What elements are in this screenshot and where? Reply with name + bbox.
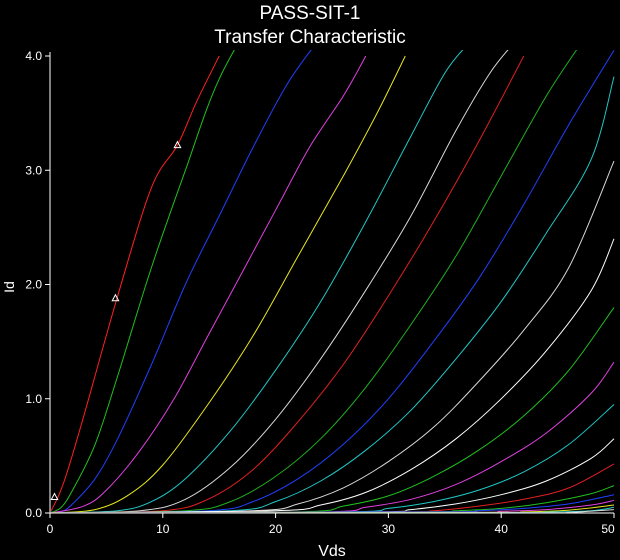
curves [51,50,615,513]
series-line-13 [51,238,615,513]
series-line-14 [51,307,615,513]
y-tick-label: 0.0 [25,506,42,520]
x-tick-label: 20 [269,522,283,536]
series-line-11 [51,76,615,513]
series-line-3 [51,50,312,513]
triangle-marker [111,293,120,302]
x-tick-label: 0 [47,522,54,536]
x-tick-label: 10 [156,522,170,536]
series-line-7 [51,50,509,513]
series-line-17 [51,438,615,513]
series-line-10 [51,50,615,513]
series-line-8 [51,55,525,513]
series-line-9 [51,50,578,513]
series-line-19 [51,485,615,513]
series-line-4 [51,55,367,513]
y-axis-label: Id [1,281,17,293]
series-line-6 [51,50,464,513]
triangle-marker [50,492,59,501]
x-tick-label: 30 [382,522,396,536]
series-line-1 [51,55,220,513]
x-tick-label: 50 [601,522,615,536]
series-line-5 [51,55,406,513]
x-tick-label: 40 [495,522,509,536]
series-line-2 [51,50,235,513]
triangle-marker [173,140,182,149]
series-line-16 [51,404,615,513]
markers [50,140,182,501]
y-tick-label: 4.0 [25,49,42,63]
y-tick-label: 1.0 [25,392,42,406]
series-line-12 [51,160,615,513]
series-line-24 [51,509,615,513]
x-axis-label: Vds [318,543,346,560]
y-tick-label: 3.0 [25,163,42,177]
chart-title: PASS-SIT-1 [259,3,361,24]
y-tick-label: 2.0 [25,278,42,292]
chart-subtitle: Transfer Characteristic [214,27,406,48]
